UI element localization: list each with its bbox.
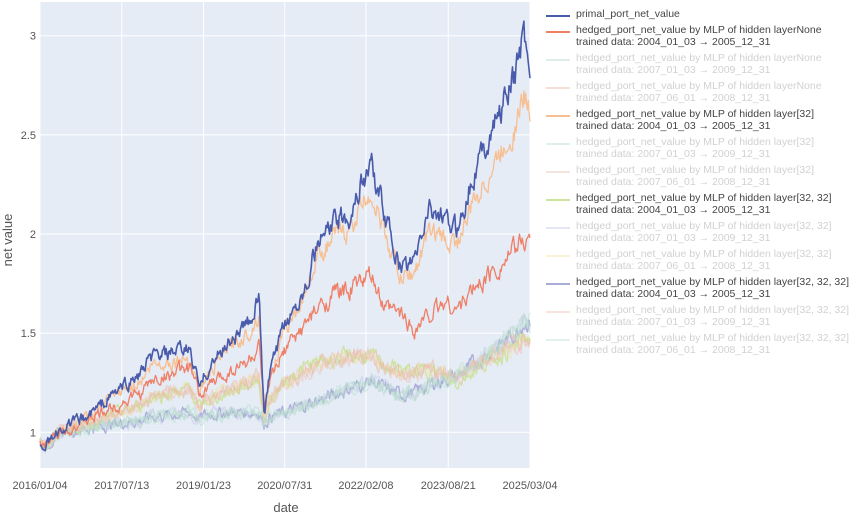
legend-swatch	[546, 58, 570, 61]
x-tick-label: 2017/07/13	[94, 480, 149, 492]
legend-label: trained data: 2004_01_03 → 2005_12_31	[576, 204, 771, 216]
x-axis-ticks: 2016/01/04 2017/07/13 2019/01/23 2020/07/31…	[12, 480, 557, 492]
x-tick-label: 2019/01/23	[176, 480, 231, 492]
legend-label: hedged_port_net_value by MLP of hidden l…	[576, 79, 822, 92]
legend-label: trained data: 2007_06_01 → 2008_12_31	[576, 92, 771, 104]
legend-label: hedged_port_net_value by MLP of hidden l…	[576, 23, 822, 36]
x-tick-label: 2020/07/31	[257, 480, 312, 492]
legend-label: trained data: 2007_01_03 → 2009_12_31	[576, 148, 771, 160]
y-tick-label: 3	[30, 31, 36, 43]
series-line	[39, 313, 531, 451]
legend-label: trained data: 2007_01_03 → 2009_12_31	[576, 64, 771, 76]
legend-item[interactable]: hedged_port_net_value by MLP of hidden l…	[544, 276, 862, 301]
legend-label: trained data: 2007_01_03 → 2009_12_31	[576, 232, 771, 244]
y-tick-label: 2.5	[21, 130, 36, 142]
legend-item[interactable]: hedged_port_net_value by MLP of hidden l…	[544, 220, 862, 245]
legend-label: hedged_port_net_value by MLP of hidden l…	[576, 191, 832, 204]
legend-swatch	[546, 86, 570, 89]
legend-label: hedged_port_net_value by MLP of hidden l…	[576, 135, 814, 148]
legend-item[interactable]: hedged_port_net_value by MLP of hidden l…	[544, 24, 862, 49]
legend-label: primal_port_net_value	[576, 8, 680, 20]
legend-label: hedged_port_net_value by MLP of hidden l…	[576, 163, 814, 176]
legend-swatch	[546, 15, 570, 17]
legend-label: hedged_port_net_value by MLP of hidden l…	[576, 107, 814, 120]
x-tick-label: 2025/03/04	[502, 480, 557, 492]
legend-swatch	[546, 338, 570, 341]
legend-swatch	[546, 198, 570, 201]
legend-label: hedged_port_net_value by MLP of hidden l…	[576, 219, 832, 232]
legend-item[interactable]: hedged_port_net_value by MLP of hidden l…	[544, 136, 862, 161]
legend-label: trained data: 2004_01_03 → 2005_12_31	[576, 36, 771, 48]
legend-swatch	[546, 282, 570, 285]
legend-swatch	[546, 226, 570, 229]
y-tick-label: 2	[30, 229, 36, 241]
legend-label: trained data: 2004_01_03 → 2005_12_31	[576, 120, 771, 132]
legend-swatch	[546, 30, 570, 33]
legend: primal_port_net_value hedged_port_net_val…	[544, 8, 862, 360]
legend-label: hedged_port_net_value by MLP of hidden l…	[576, 275, 850, 288]
legend-swatch	[546, 254, 570, 257]
legend-swatch	[546, 114, 570, 117]
legend-label: trained data: 2007_06_01 → 2008_12_31	[576, 176, 771, 188]
x-tick-label: 2016/01/04	[12, 480, 67, 492]
legend-label: trained data: 2007_06_01 → 2008_12_31	[576, 344, 771, 356]
y-tick-label: 1	[30, 427, 36, 439]
x-tick-label: 2023/08/21	[421, 480, 476, 492]
y-axis-ticks: 1 1.5 2 2.5 3	[21, 31, 36, 440]
x-axis-label: date	[273, 500, 298, 515]
legend-label: hedged_port_net_value by MLP of hidden l…	[576, 51, 822, 64]
y-tick-label: 1.5	[21, 328, 36, 340]
legend-label: trained data: 2007_01_03 → 2009_12_31	[576, 316, 771, 328]
legend-item[interactable]: hedged_port_net_value by MLP of hidden l…	[544, 164, 862, 189]
legend-item[interactable]: primal_port_net_value	[544, 8, 862, 21]
legend-swatch	[546, 142, 570, 145]
legend-item[interactable]: hedged_port_net_value by MLP of hidden l…	[544, 192, 862, 217]
legend-swatch	[546, 310, 570, 313]
x-tick-label: 2022/02/08	[338, 480, 393, 492]
legend-label: hedged_port_net_value by MLP of hidden l…	[576, 331, 850, 344]
legend-item[interactable]: hedged_port_net_value by MLP of hidden l…	[544, 332, 862, 357]
legend-swatch	[546, 170, 570, 173]
legend-item[interactable]: hedged_port_net_value by MLP of hidden l…	[544, 80, 862, 105]
series-lines	[39, 20, 531, 454]
y-axis-label: net value	[0, 214, 15, 267]
legend-label: hedged_port_net_value by MLP of hidden l…	[576, 247, 832, 260]
series-line	[39, 233, 531, 449]
legend-item[interactable]: hedged_port_net_value by MLP of hidden l…	[544, 108, 862, 133]
legend-label: trained data: 2004_01_03 → 2005_12_31	[576, 288, 771, 300]
legend-item[interactable]: hedged_port_net_value by MLP of hidden l…	[544, 248, 862, 273]
legend-item[interactable]: hedged_port_net_value by MLP of hidden l…	[544, 304, 862, 329]
series-line	[39, 20, 531, 452]
legend-label: hedged_port_net_value by MLP of hidden l…	[576, 303, 850, 316]
legend-item[interactable]: hedged_port_net_value by MLP of hidden l…	[544, 52, 862, 77]
legend-label: trained data: 2007_06_01 → 2008_12_31	[576, 260, 771, 272]
